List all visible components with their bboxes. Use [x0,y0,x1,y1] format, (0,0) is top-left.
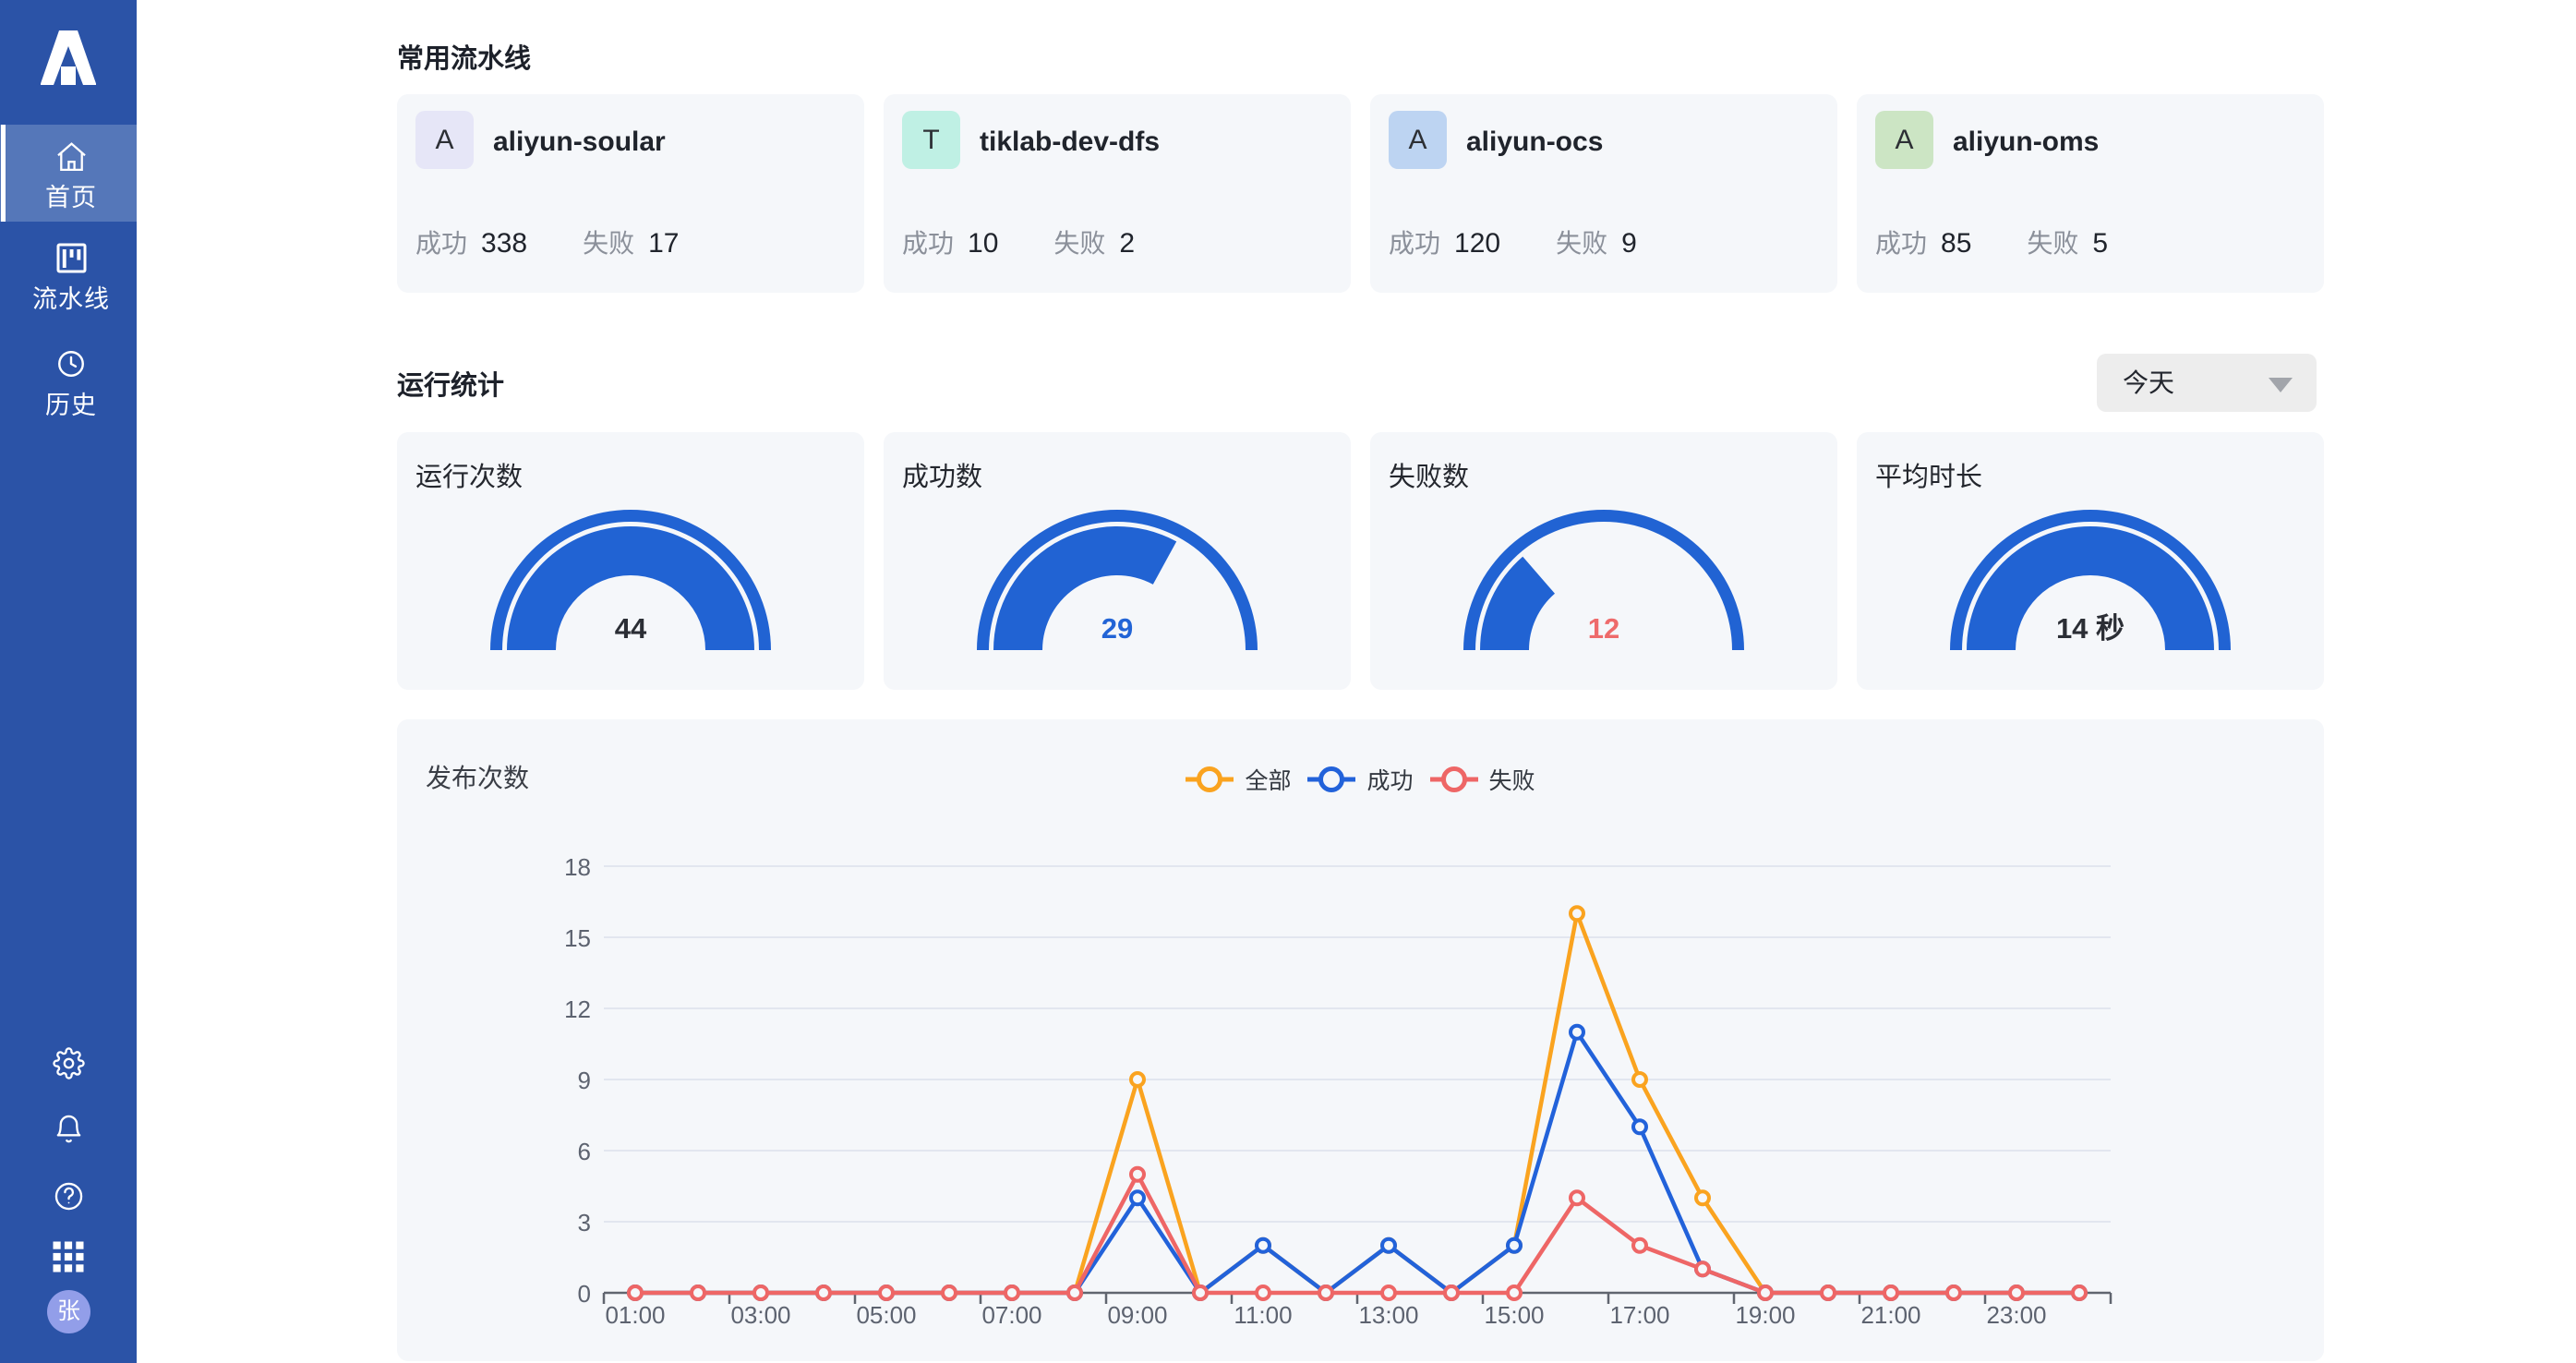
svg-text:07:00: 07:00 [981,1301,1041,1329]
svg-text:14 秒: 14 秒 [2056,612,2125,645]
svg-text:17:00: 17:00 [1609,1301,1669,1329]
svg-text:15:00: 15:00 [1484,1301,1544,1329]
svg-text:15: 15 [564,924,591,952]
svg-text:12: 12 [1588,612,1619,645]
svg-text:6: 6 [578,1138,591,1165]
svg-text:03:00: 03:00 [730,1301,790,1329]
svg-text:18: 18 [564,853,591,881]
svg-text:29: 29 [1101,612,1133,645]
svg-text:12: 12 [564,995,591,1023]
svg-text:0: 0 [578,1280,591,1308]
svg-text:21:00: 21:00 [1860,1301,1920,1329]
svg-text:11:00: 11:00 [1234,1301,1292,1329]
svg-text:9: 9 [578,1067,591,1094]
svg-text:19:00: 19:00 [1735,1301,1795,1329]
svg-text:05:00: 05:00 [856,1301,916,1329]
svg-text:23:00: 23:00 [1986,1301,2046,1329]
svg-text:3: 3 [578,1209,591,1236]
svg-text:09:00: 09:00 [1107,1301,1167,1329]
svg-text:13:00: 13:00 [1358,1301,1418,1329]
svg-text:44: 44 [615,612,647,645]
svg-text:01:00: 01:00 [605,1301,665,1329]
